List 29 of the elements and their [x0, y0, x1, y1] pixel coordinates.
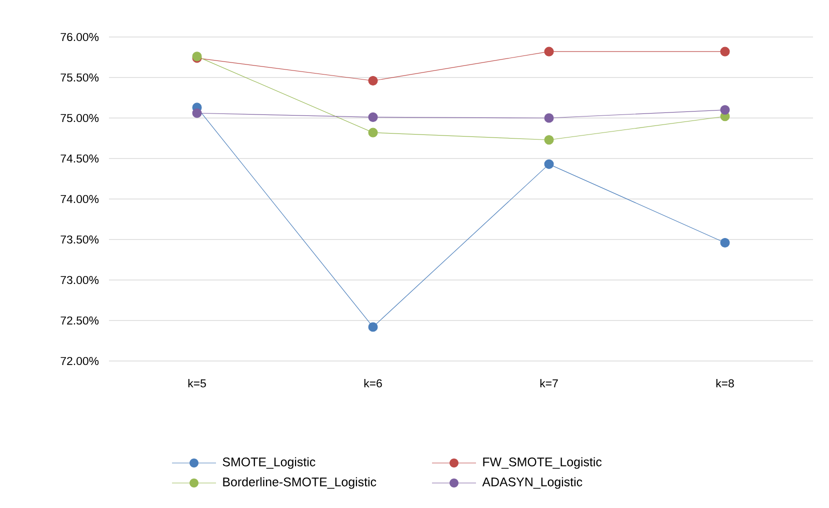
legend-label: SMOTE_Logistic	[222, 457, 316, 469]
y-tick-label: 75.00%	[60, 114, 99, 122]
x-tick-label: k=6	[364, 378, 382, 388]
legend-label: FW_SMOTE_Logistic	[483, 457, 602, 469]
y-tick-label: 76.00%	[60, 32, 99, 42]
point	[368, 112, 378, 122]
point	[544, 113, 554, 123]
point	[368, 76, 378, 86]
point	[368, 128, 378, 138]
point	[544, 159, 554, 169]
y-tick-label: 72.00%	[60, 356, 99, 366]
y-tick-label: 73.50%	[60, 235, 99, 244]
y-tick-label: 75.50%	[60, 73, 99, 82]
x-tick-label: k=8	[716, 378, 734, 388]
point	[544, 135, 554, 145]
y-tick-label: 72.50%	[60, 316, 99, 325]
point	[720, 105, 730, 115]
y-tick-label: 73.00%	[60, 276, 99, 284]
legend-label: Borderline-SMOTE_Logistic	[223, 477, 376, 489]
y-tick-label: 74.00%	[60, 194, 99, 204]
point	[368, 322, 378, 332]
point	[544, 46, 554, 56]
y-tick-label: 74.50%	[60, 154, 99, 163]
point	[720, 46, 730, 56]
point	[720, 238, 730, 248]
x-tick-label: k=7	[540, 378, 558, 388]
legend-label: ADASYN_Logistic	[482, 477, 582, 489]
point	[192, 108, 202, 118]
x-tick-label: k=5	[188, 378, 206, 388]
